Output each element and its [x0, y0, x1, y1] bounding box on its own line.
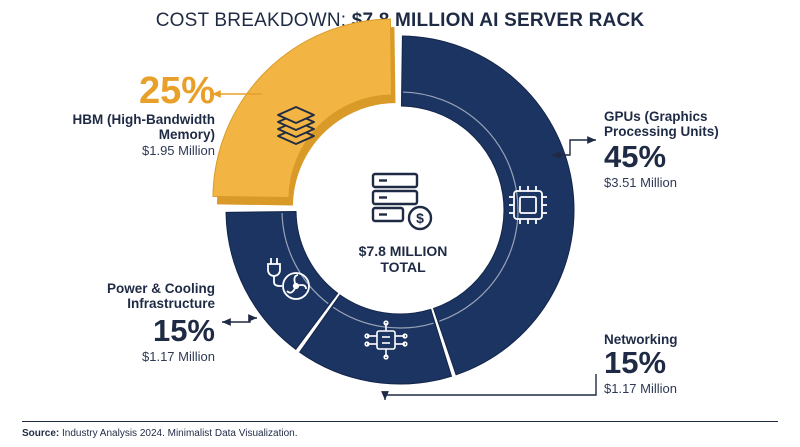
slice-pwr-inner-ring [281, 213, 329, 305]
center-disc [298, 108, 502, 312]
memory-stack-icon [277, 106, 315, 145]
chip-icon [509, 186, 547, 224]
slice-hbm [212, 18, 392, 198]
pwr-callout-arrow [222, 314, 257, 326]
slice-net [299, 294, 453, 385]
gpu-label-group: GPUs (Graphics Processing Units) 45% $3.… [604, 109, 784, 190]
source-text: Industry Analysis 2024. Minimalist Data … [59, 428, 298, 439]
pwr-name: Power & Cooling Infrastructure [107, 281, 215, 312]
center-total-label: TOTAL [380, 259, 426, 276]
net-amount: $1.17 Million [604, 380, 677, 396]
gpu-amount: $3.51 Million [604, 174, 677, 190]
hbm-percent: 25% [138, 70, 215, 112]
chart-title-light: COST BREAKDOWN: [155, 10, 352, 31]
pwr-amount: $1.17 Million [142, 348, 215, 364]
pwr-percent: 15% [152, 313, 215, 349]
gpu-callout-arrow [552, 136, 596, 159]
hbm-label-group: 25% HBM (High-Bandwidth Memory) $1.95 Mi… [40, 70, 215, 159]
hbm-name: HBM (High-Bandwidth Memory) [72, 111, 215, 142]
chart-title: COST BREAKDOWN: $7.8 MILLION AI SERVER R… [0, 10, 800, 32]
server-dollar-icon: $ [371, 172, 433, 231]
net-callout-arrow [381, 374, 597, 400]
power-cooling-icon [267, 258, 310, 300]
source-label: Source: [22, 428, 60, 439]
chart-title-bold: $7.8 MILLION AI SERVER RACK [351, 10, 645, 31]
center-total-amount: $7.8 MILLION [358, 243, 448, 259]
gpu-percent: 45% [604, 139, 667, 175]
gpu-name: GPUs (Graphics Processing Units) [604, 109, 719, 140]
net-name: Networking [604, 332, 678, 347]
slice-net-inner-ring [332, 306, 434, 329]
pwr-label-group: Power & Cooling Infrastructure 15% $1.17… [40, 281, 215, 364]
net-percent: 15% [604, 345, 667, 381]
net-label-group: Networking 15% $1.17 Million [604, 332, 764, 396]
footer-divider [22, 421, 778, 422]
source-note: Source: Industry Analysis 2024. Minimali… [22, 428, 298, 439]
hbm-amount: $1.95 Million [142, 143, 215, 159]
svg-text:$: $ [416, 210, 424, 226]
slice-gpu [400, 35, 575, 376]
slice-pwr [225, 210, 339, 351]
network-icon [364, 320, 408, 360]
center-total: $7.8 MILLION TOTAL [323, 243, 483, 275]
